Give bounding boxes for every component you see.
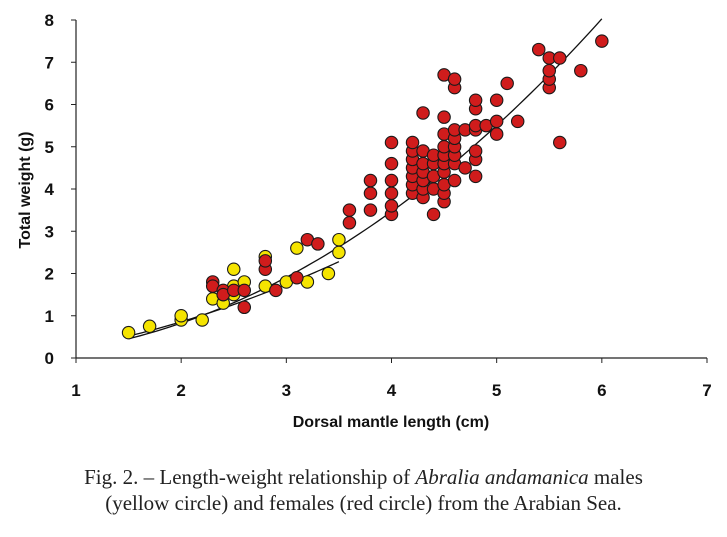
data-point (342, 216, 357, 230)
data-point (447, 72, 462, 86)
data-point (195, 313, 209, 327)
data-point (489, 93, 504, 108)
data-point (121, 325, 136, 340)
data-point (531, 42, 546, 57)
trend-line (128, 18, 603, 340)
x-tick-label: 7 (702, 381, 711, 400)
data-point (142, 319, 157, 334)
data-point (311, 237, 325, 251)
y-tick-label: 3 (45, 222, 54, 241)
x-tick-label: 4 (387, 381, 397, 400)
data-point (363, 173, 378, 188)
y-axis-title: Total weight (g) (17, 131, 34, 248)
y-tick-label: 0 (45, 349, 54, 368)
caption-line-2: (yellow circle) and females (red circle)… (105, 491, 622, 515)
y-tick-label: 8 (45, 11, 54, 30)
data-point (510, 114, 525, 129)
x-axis-ticks: 1 2 3 4 5 6 7 (71, 358, 712, 400)
data-point (258, 254, 273, 268)
data-point (384, 186, 399, 200)
data-point (363, 186, 378, 200)
data-point (574, 63, 588, 78)
data-point (237, 300, 252, 315)
data-point (332, 232, 346, 247)
x-tick-label: 3 (282, 381, 291, 400)
data-point (384, 199, 399, 213)
y-tick-label: 6 (45, 96, 54, 115)
x-axis-title: Dorsal mantle length (cm) (293, 414, 489, 431)
data-point (384, 135, 399, 150)
data-point (437, 110, 451, 124)
x-tick-label: 6 (597, 381, 606, 400)
data-point (332, 245, 346, 260)
data-point (384, 173, 399, 188)
data-point (458, 161, 472, 175)
data-point (468, 144, 483, 158)
y-tick-label: 2 (45, 265, 54, 284)
y-tick-label: 4 (45, 180, 55, 199)
data-point (489, 114, 504, 129)
caption-species: Abralia andamanica (415, 465, 589, 489)
data-point (290, 241, 304, 255)
data-point (237, 283, 252, 298)
figure-caption: Fig. 2. – Length-weight relationship of … (0, 464, 727, 516)
data-point (468, 169, 483, 184)
data-point (405, 135, 420, 150)
data-point (500, 76, 514, 91)
caption-prefix: Fig. 2. – Length-weight relationship of (84, 465, 416, 489)
data-point (468, 93, 483, 108)
y-tick-label: 1 (45, 307, 54, 326)
data-point (290, 270, 304, 285)
data-point (363, 203, 378, 217)
plot-area (121, 18, 609, 340)
caption-line-1: Fig. 2. – Length-weight relationship of … (0, 464, 727, 490)
y-axis-ticks: 0 1 2 3 4 5 6 7 8 (45, 11, 76, 368)
data-point (542, 63, 556, 78)
data-point (416, 106, 430, 120)
data-point (595, 34, 609, 48)
data-point (321, 266, 336, 281)
caption-suffix: males (588, 465, 643, 489)
data-point (227, 262, 241, 277)
data-point (447, 173, 462, 188)
x-tick-label: 5 (492, 381, 501, 400)
data-point (342, 203, 357, 217)
data-point (426, 207, 441, 222)
data-point (489, 127, 504, 141)
data-point (384, 156, 399, 171)
x-tick-label: 2 (176, 381, 185, 400)
data-point (553, 51, 567, 65)
data-point (269, 283, 283, 298)
data-point (174, 308, 188, 323)
data-point (553, 135, 567, 150)
x-tick-label: 1 (71, 381, 80, 400)
y-tick-label: 5 (45, 138, 54, 157)
y-tick-label: 7 (45, 53, 54, 72)
